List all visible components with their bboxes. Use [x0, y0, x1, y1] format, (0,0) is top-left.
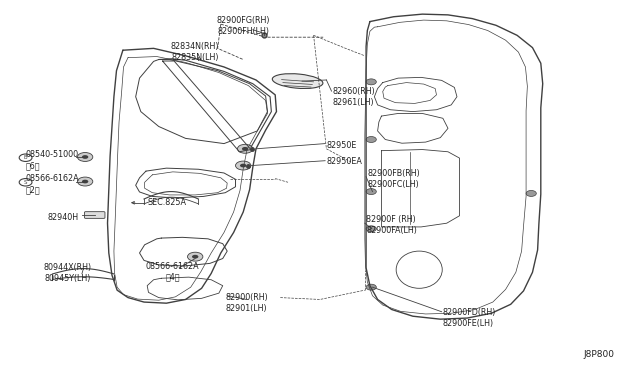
Circle shape: [366, 284, 376, 290]
Text: 08566-6162A
【4】: 08566-6162A 【4】: [146, 262, 200, 282]
Circle shape: [366, 226, 376, 232]
Circle shape: [526, 190, 536, 196]
Circle shape: [240, 164, 246, 167]
Circle shape: [77, 153, 93, 161]
Text: B: B: [24, 155, 28, 160]
Text: S: S: [24, 180, 28, 185]
Circle shape: [82, 155, 88, 159]
Circle shape: [366, 137, 376, 142]
Ellipse shape: [272, 74, 323, 89]
Text: 82900FG(RH)
82900FH(LH): 82900FG(RH) 82900FH(LH): [216, 16, 270, 36]
Circle shape: [366, 79, 376, 85]
Text: 82950EA: 82950EA: [326, 157, 362, 166]
Circle shape: [242, 147, 248, 151]
Text: 82834N(RH)
82835N(LH): 82834N(RH) 82835N(LH): [171, 42, 220, 62]
Text: 82900FD(RH)
82900FE(LH): 82900FD(RH) 82900FE(LH): [443, 308, 496, 328]
Text: 08540-51000
【6】: 08540-51000 【6】: [26, 150, 79, 170]
Text: 82900F (RH)
82900FA(LH): 82900F (RH) 82900FA(LH): [366, 215, 417, 235]
Text: 82900(RH)
82901(LH): 82900(RH) 82901(LH): [225, 293, 268, 313]
Circle shape: [366, 189, 376, 195]
FancyBboxPatch shape: [84, 212, 105, 218]
Circle shape: [82, 180, 88, 183]
Text: 82940H: 82940H: [48, 213, 79, 222]
Circle shape: [237, 144, 253, 153]
Circle shape: [188, 252, 203, 261]
Text: SEC.825A: SEC.825A: [147, 198, 186, 207]
Text: 80944X(RH)
80945Y(LH): 80944X(RH) 80945Y(LH): [43, 263, 92, 283]
Text: 82900FB(RH)
82900FC(LH): 82900FB(RH) 82900FC(LH): [368, 169, 420, 189]
Text: 08566-6162A
【2】: 08566-6162A 【2】: [26, 174, 79, 194]
Circle shape: [77, 177, 93, 186]
Text: J8P800: J8P800: [584, 350, 614, 359]
Text: 82960(RH)
82961(LH): 82960(RH) 82961(LH): [333, 87, 376, 107]
Circle shape: [236, 161, 251, 170]
Circle shape: [192, 255, 198, 259]
Text: 82950E: 82950E: [326, 141, 356, 150]
